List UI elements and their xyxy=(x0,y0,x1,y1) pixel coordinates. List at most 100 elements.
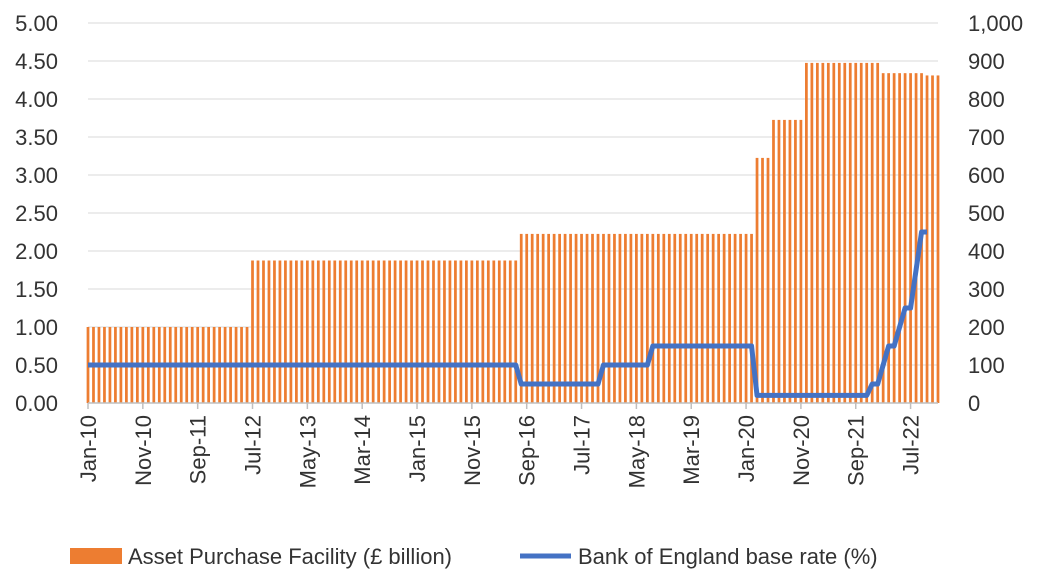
x-axis-tick-label: Sep-11 xyxy=(186,415,211,484)
apf-bar xyxy=(602,233,605,403)
left-axis-tick-label: 4.00 xyxy=(15,87,58,112)
apf-bar xyxy=(410,260,413,403)
right-axis-tick-label: 400 xyxy=(968,239,1005,264)
apf-bar xyxy=(547,233,551,403)
right-axis-tick-label: 600 xyxy=(968,163,1005,188)
x-axis-tick-label: Nov-20 xyxy=(789,415,814,486)
apf-bar xyxy=(465,260,468,403)
apf-bar xyxy=(437,260,441,403)
apf-bar xyxy=(377,260,381,403)
apf-bar xyxy=(278,260,282,403)
apf-bar xyxy=(624,233,627,403)
apf-bar xyxy=(349,260,353,403)
apf-bar xyxy=(355,260,359,403)
apf-bar xyxy=(733,233,737,403)
apf-bar xyxy=(585,233,589,403)
apf-bar xyxy=(300,260,304,403)
right-axis-tick-label: 700 xyxy=(968,125,1005,150)
apf-bar xyxy=(508,260,512,403)
apf-bar xyxy=(558,233,561,403)
axes: 0.00 0.50 1.00 1.50 2.00 2.50 3.00 3.50 4.00 4.50… xyxy=(15,11,1023,488)
apf-bar xyxy=(333,260,337,403)
apf-bar xyxy=(569,233,572,403)
apf-bar xyxy=(580,233,583,403)
apf-bar xyxy=(837,62,841,404)
apf-bar xyxy=(295,260,298,403)
apf-bar xyxy=(865,62,869,404)
apf-bar xyxy=(645,233,649,403)
apf-bar xyxy=(821,62,825,404)
apf-bar xyxy=(273,260,276,403)
right-axis-tick-label: 500 xyxy=(968,201,1005,226)
apf-bar xyxy=(618,233,622,403)
x-axis-tick-label: Jul-22 xyxy=(899,415,924,475)
apf-bar xyxy=(470,260,474,403)
x-axis-tick-label: May-18 xyxy=(624,415,649,488)
apf-bar xyxy=(492,260,496,403)
right-axis-tick-label: 0 xyxy=(968,391,980,416)
apf-bar xyxy=(673,233,677,403)
left-axis-tick-label: 0.50 xyxy=(15,353,58,378)
apf-bar xyxy=(656,233,660,403)
apf-bar xyxy=(262,260,265,403)
x-axis-tick-label: Nov-15 xyxy=(460,415,485,486)
apf-bar xyxy=(360,260,364,403)
apf-bar xyxy=(251,260,254,403)
left-axis-tick-label: 1.50 xyxy=(15,277,58,302)
apf-bar xyxy=(629,233,633,403)
apf-bar xyxy=(536,233,540,403)
x-axis-tick-label: Nov-10 xyxy=(131,415,156,486)
apf-bar xyxy=(459,260,463,403)
left-axis-tick-label: 1.00 xyxy=(15,315,58,340)
apf-bar xyxy=(678,233,682,403)
apf-bar xyxy=(366,260,370,403)
apf-bar xyxy=(613,233,616,403)
legend-label-line: Bank of England base rate (%) xyxy=(578,544,878,569)
apf-bar xyxy=(525,233,529,403)
apf-bar xyxy=(635,233,638,403)
apf-bar xyxy=(667,233,671,403)
apf-bar xyxy=(815,62,819,404)
apf-bar xyxy=(486,260,490,403)
right-axis-tick-label: 200 xyxy=(968,315,1005,340)
apf-bar xyxy=(909,73,912,403)
apf-bar xyxy=(256,260,260,403)
apf-bar xyxy=(739,233,742,403)
apf-bar xyxy=(766,157,770,403)
apf-bar xyxy=(443,260,446,403)
apf-bar xyxy=(854,62,858,404)
apf-bar xyxy=(711,233,715,403)
apf-bar xyxy=(382,260,386,403)
apf-bar xyxy=(267,260,271,403)
apf-bar xyxy=(750,233,753,403)
right-axis-tick-label: 900 xyxy=(968,49,1005,74)
apf-bar xyxy=(887,73,891,403)
apf-bar xyxy=(415,260,419,403)
apf-bar xyxy=(810,62,814,404)
apf-bar xyxy=(931,75,934,403)
x-axis-tick-label: Jul-17 xyxy=(570,415,595,475)
apf-bar xyxy=(706,233,710,403)
apf-bar xyxy=(684,233,688,403)
right-axis-tick-label: 300 xyxy=(968,277,1005,302)
apf-bar xyxy=(596,233,600,403)
apf-bar xyxy=(503,260,507,403)
apf-bar xyxy=(777,119,781,404)
apf-bar xyxy=(898,73,901,403)
apf-bar xyxy=(881,73,885,403)
apf-bar xyxy=(448,260,452,403)
legend-swatch-bar xyxy=(70,548,122,564)
x-axis-tick-label: Jul-12 xyxy=(241,415,266,475)
apf-bar xyxy=(788,119,792,404)
apf-bar xyxy=(371,260,375,403)
apf-bar xyxy=(284,260,287,403)
apf-bar xyxy=(892,73,896,403)
left-axis-tick-label: 2.50 xyxy=(15,201,58,226)
apf-bar xyxy=(717,233,721,403)
apf-bar xyxy=(432,260,435,403)
apf-bar xyxy=(903,73,907,403)
apf-bar xyxy=(497,260,501,403)
apf-bar xyxy=(794,119,797,404)
apf-bar xyxy=(327,260,331,403)
